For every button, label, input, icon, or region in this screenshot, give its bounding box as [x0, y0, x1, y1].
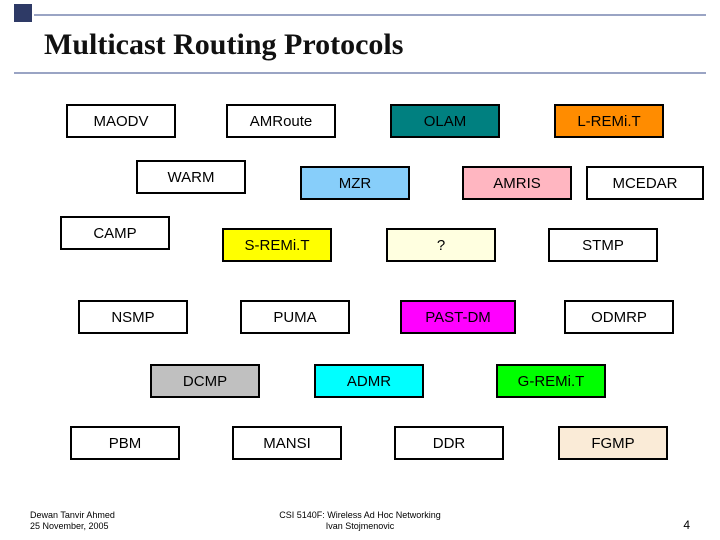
protocol-box-amris: AMRIS: [462, 166, 572, 200]
protocol-box-admr: ADMR: [314, 364, 424, 398]
page-title: Multicast Routing Protocols: [44, 28, 403, 62]
footer-course: CSI 5140F: Wireless Ad Hoc Networking: [279, 510, 441, 520]
protocol-box-mcedar: MCEDAR: [586, 166, 704, 200]
protocol-box-puma: PUMA: [240, 300, 350, 334]
protocol-box-dcmp: DCMP: [150, 364, 260, 398]
protocol-box-sremit: S-REMi.T: [222, 228, 332, 262]
protocol-box-olam: OLAM: [390, 104, 500, 138]
protocol-box-pbm: PBM: [70, 426, 180, 460]
protocol-box-stmp: STMP: [548, 228, 658, 262]
protocol-box-fgmp: FGMP: [558, 426, 668, 460]
protocol-box-qmark: ?: [386, 228, 496, 262]
protocol-box-warm: WARM: [136, 160, 246, 194]
footer-author: Dewan Tanvir Ahmed: [30, 510, 115, 520]
protocol-box-odmrp: ODMRP: [564, 300, 674, 334]
protocol-box-nsmp: NSMP: [78, 300, 188, 334]
protocol-box-mansi: MANSI: [232, 426, 342, 460]
footer-left: Dewan Tanvir Ahmed 25 November, 2005: [30, 510, 115, 532]
protocol-box-maodv: MAODV: [66, 104, 176, 138]
footer-date: 25 November, 2005: [30, 521, 109, 531]
accent-square: [14, 4, 32, 22]
footer-prof: Ivan Stojmenovic: [326, 521, 395, 531]
footer-center: CSI 5140F: Wireless Ad Hoc Networking Iv…: [279, 510, 441, 532]
title-underline: [14, 72, 706, 74]
protocol-box-amroute: AMRoute: [226, 104, 336, 138]
protocol-box-pastdm: PAST-DM: [400, 300, 516, 334]
accent-line-top: [34, 14, 706, 16]
footer-page-number: 4: [683, 518, 690, 532]
protocol-box-mzr: MZR: [300, 166, 410, 200]
protocol-box-lremit: L-REMi.T: [554, 104, 664, 138]
protocol-box-camp: CAMP: [60, 216, 170, 250]
protocol-box-ddr: DDR: [394, 426, 504, 460]
protocol-box-gremit: G-REMi.T: [496, 364, 606, 398]
